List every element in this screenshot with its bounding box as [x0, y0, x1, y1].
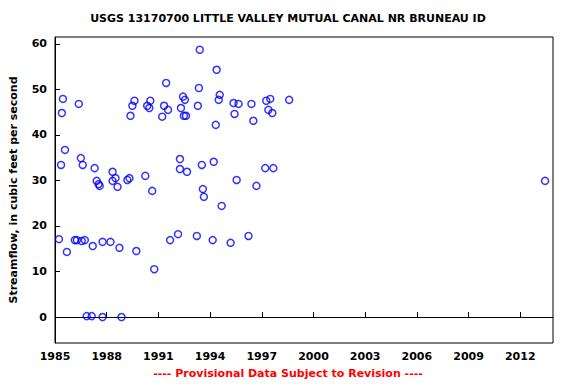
- svg-text:2012: 2012: [505, 350, 536, 363]
- svg-text:2003: 2003: [350, 350, 381, 363]
- svg-text:50: 50: [32, 83, 48, 96]
- svg-text:30: 30: [32, 174, 48, 187]
- svg-text:---- Provisional Data Subject: ---- Provisional Data Subject to Revisio…: [153, 367, 423, 380]
- svg-text:10: 10: [32, 265, 48, 278]
- svg-text:0: 0: [39, 311, 47, 324]
- svg-text:Streamflow, in cubic feet per: Streamflow, in cubic feet per second: [7, 76, 20, 303]
- svg-text:USGS 13170700 LITTLE VALLEY MU: USGS 13170700 LITTLE VALLEY MUTUAL CANAL…: [90, 12, 486, 25]
- svg-text:20: 20: [32, 219, 48, 232]
- svg-text:1991: 1991: [143, 350, 174, 363]
- svg-text:40: 40: [32, 128, 48, 141]
- svg-text:1997: 1997: [246, 350, 277, 363]
- svg-text:1985: 1985: [40, 350, 71, 363]
- svg-text:2000: 2000: [298, 350, 329, 363]
- svg-text:2006: 2006: [402, 350, 433, 363]
- svg-text:1988: 1988: [91, 350, 122, 363]
- svg-text:60: 60: [32, 37, 48, 50]
- svg-text:2009: 2009: [453, 350, 484, 363]
- svg-text:1994: 1994: [195, 350, 226, 363]
